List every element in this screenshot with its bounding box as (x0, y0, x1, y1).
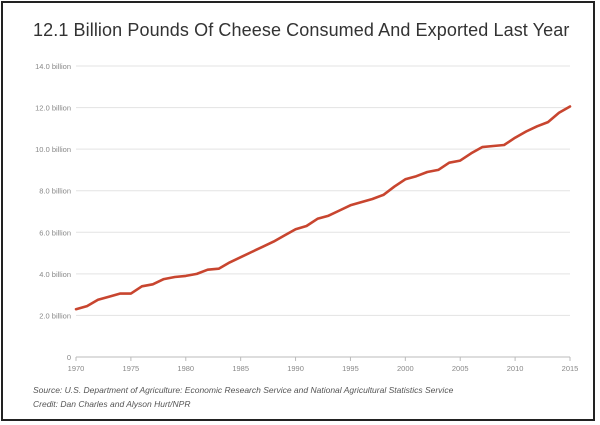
chart-frame (1, 1, 595, 421)
series-line-0 (74, 105, 572, 311)
x-tick-label: 2000 (397, 364, 414, 373)
y-tick-label: 0 (67, 353, 71, 362)
x-tick-label: 1995 (342, 364, 359, 373)
x-tick-label: 2005 (452, 364, 469, 373)
x-tick-label: 2010 (507, 364, 524, 373)
source-note: Source: U.S. Department of Agriculture: … (33, 385, 454, 395)
y-tick-label: 10.0 billion (35, 145, 71, 154)
chart-title: 12.1 Billion Pounds Of Cheese Consumed A… (33, 20, 570, 40)
y-tick-label: 14.0 billion (35, 62, 71, 71)
x-tick-label: 1985 (232, 364, 249, 373)
series-layer (74, 105, 572, 311)
y-axis-ticks: 0 2.0 billion 4.0 billion 6.0 billion 8.0 bi… (35, 62, 71, 362)
x-tick-label: 1980 (177, 364, 194, 373)
x-tick-label: 1970 (68, 364, 85, 373)
y-tick-label: 4.0 billion (39, 270, 71, 279)
x-tick-label: 2015 (562, 364, 579, 373)
x-tick-label: 1990 (287, 364, 304, 373)
x-tick-label: 1975 (123, 364, 140, 373)
y-tick-label: 8.0 billion (39, 187, 71, 196)
credit-note: Credit: Dan Charles and Alyson Hurt/NPR (33, 399, 191, 409)
gridlines (76, 65, 570, 358)
y-tick-label: 6.0 billion (39, 228, 71, 237)
x-axis-ticks: 1970 1975 1980 1985 1990 1995 2000 2005 2010 2015 (68, 357, 579, 373)
y-tick-label: 2.0 billion (39, 311, 71, 320)
y-tick-label: 12.0 billion (35, 104, 71, 113)
